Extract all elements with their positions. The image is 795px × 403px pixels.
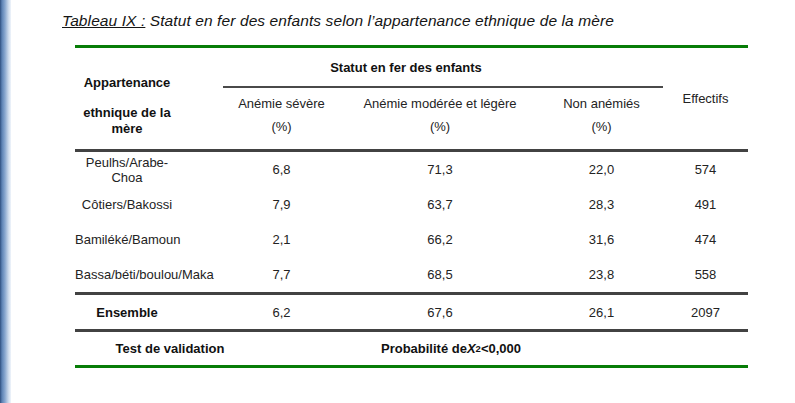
- value-non-anemic: 31,6: [540, 222, 663, 257]
- validation-row: Test de validation Probabilité de X2 <0,…: [75, 331, 748, 367]
- value-effectifs: 558: [663, 257, 748, 294]
- value-non-anemic: 28,3: [540, 187, 663, 222]
- spanner-header: Statut en fer des enfants: [223, 47, 663, 88]
- value-non-anemic: 23,8: [540, 257, 663, 294]
- value-severe: 7,7: [223, 257, 340, 294]
- value-effectifs: 491: [663, 187, 748, 222]
- total-effectifs: 2097: [663, 294, 748, 331]
- column-header-moderate: Anémie modérée et légère (%): [340, 87, 540, 151]
- chi-symbol: X: [467, 341, 476, 356]
- table-row: Bamiléké/Bamoun 2,1 66,2 31,6 474: [75, 222, 748, 257]
- validation-value: Probabilité de X2 <0,000: [265, 332, 637, 365]
- row-label: Bassa/béti/boulou/Maka: [75, 257, 223, 294]
- value-severe: 2,1: [223, 222, 340, 257]
- table-row: Bassa/béti/boulou/Maka 7,7 68,5 23,8 558: [75, 257, 748, 294]
- table-title-label: Tableau IX :: [62, 12, 145, 29]
- table-title: Tableau IX : Statut en fer des enfants s…: [62, 12, 614, 30]
- value-effectifs: 474: [663, 222, 748, 257]
- column-label: Anémie sévère: [223, 96, 340, 112]
- column-label: Anémie modérée et légère: [340, 96, 540, 112]
- value-moderate: 66,2: [340, 222, 540, 257]
- value-non-anemic: 22,0: [540, 151, 663, 188]
- total-label: Ensemble: [75, 294, 223, 331]
- value-severe: 7,9: [223, 187, 340, 222]
- row-header-cell: Appartenance ethnique de la mère: [75, 47, 223, 151]
- validation-label: Test de validation: [75, 332, 265, 365]
- value-severe: 6,8: [223, 151, 340, 188]
- column-unit: (%): [540, 119, 663, 135]
- window-edge-strip: [0, 0, 11, 403]
- value-moderate: 71,3: [340, 151, 540, 188]
- total-moderate: 67,6: [340, 294, 540, 331]
- iron-status-table: Appartenance ethnique de la mère Statut …: [75, 45, 748, 368]
- validation-wrap: Test de validation Probabilité de X2 <0,…: [75, 332, 748, 365]
- column-label: Non anémiés: [540, 96, 663, 112]
- validation-cell: Test de validation Probabilité de X2 <0,…: [75, 331, 748, 367]
- table-row: Côtiers/Bakossi 7,9 63,7 28,3 491: [75, 187, 748, 222]
- row-header-line2: ethnique de la mère: [75, 105, 179, 137]
- probability-suffix: <0,000: [481, 341, 521, 356]
- column-header-non-anemic: Non anémiés (%): [540, 87, 663, 151]
- row-label: Peulhs/Arabe-Choa: [75, 151, 223, 188]
- effectifs-header: Effectifs: [663, 47, 748, 151]
- value-effectifs: 574: [663, 151, 748, 188]
- column-header-severe: Anémie sévère (%): [223, 87, 340, 151]
- spanner-row: Appartenance ethnique de la mère Statut …: [75, 47, 748, 88]
- probability-prefix: Probabilité de: [381, 341, 467, 356]
- column-unit: (%): [223, 119, 340, 135]
- row-label: Côtiers/Bakossi: [75, 187, 223, 222]
- table-row: Peulhs/Arabe-Choa 6,8 71,3 22,0 574: [75, 151, 748, 188]
- value-moderate: 63,7: [340, 187, 540, 222]
- value-moderate: 68,5: [340, 257, 540, 294]
- total-row: Ensemble 6,2 67,6 26,1 2097: [75, 294, 748, 331]
- column-unit: (%): [340, 119, 540, 135]
- table-title-text: Statut en fer des enfants selon l’appart…: [145, 12, 614, 29]
- total-severe: 6,2: [223, 294, 340, 331]
- row-label: Bamiléké/Bamoun: [75, 222, 223, 257]
- row-header-line1: Appartenance: [75, 75, 179, 91]
- total-non-anemic: 26,1: [540, 294, 663, 331]
